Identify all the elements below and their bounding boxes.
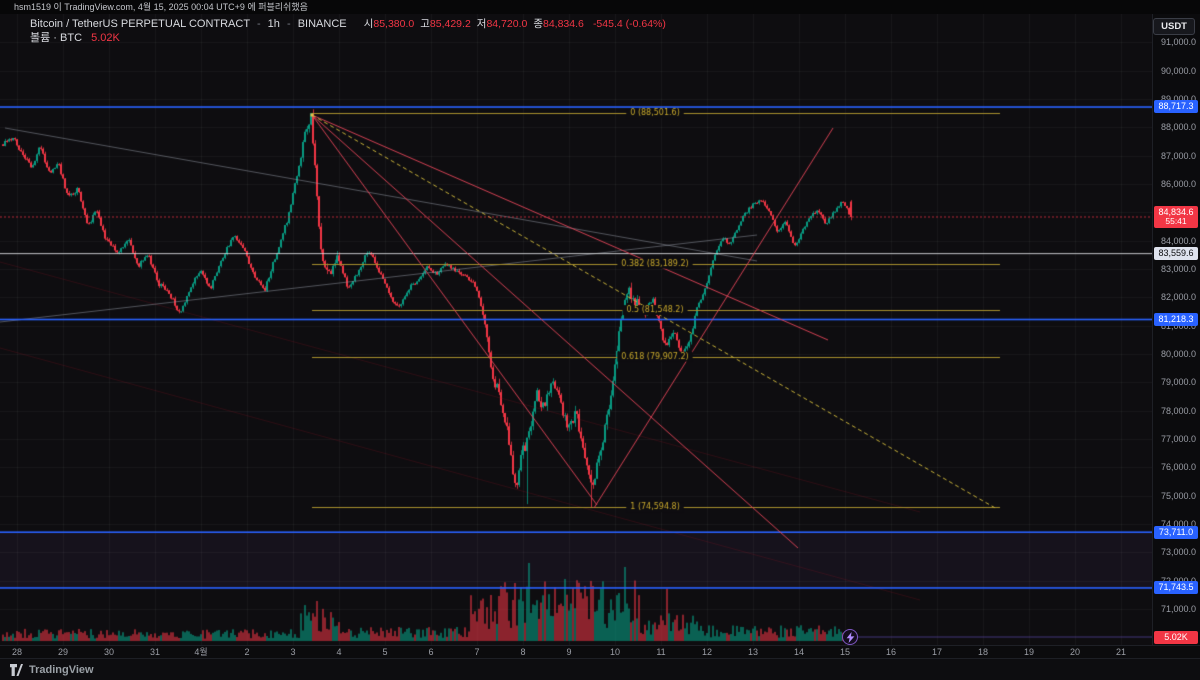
price-tick-label: 79,000.0 — [1160, 377, 1196, 388]
ohlc-label: 시 — [363, 18, 374, 30]
price-badge: 83,559.6 — [1154, 246, 1198, 260]
time-tick-label: 4월 — [194, 647, 208, 657]
symbol-title[interactable]: Bitcoin / TetherUS PERPETUAL CONTRACT — [30, 18, 250, 30]
price-tick-label: 75,000.0 — [1160, 490, 1196, 501]
time-tick-label: 30 — [103, 647, 115, 657]
ohlc-value: 85,429.2 — [429, 18, 471, 30]
price-tick-label: 91,000.0 — [1160, 37, 1196, 48]
ohlc-label: 종 — [533, 18, 543, 30]
time-tick-label: 10 — [609, 647, 621, 657]
price-badge: 84,834.6 55:41 — [1154, 205, 1198, 228]
price-tick-label: 82,000.0 — [1160, 292, 1196, 303]
time-tick-label: 19 — [1023, 647, 1035, 657]
price-tick-label: 71,000.0 — [1160, 603, 1196, 614]
time-tick-label: 6 — [428, 647, 434, 657]
price-tick-label: 88,000.0 — [1160, 122, 1196, 133]
legend-separator: - — [286, 18, 291, 30]
time-tick-label: 16 — [885, 647, 897, 657]
price-chart-canvas[interactable] — [0, 14, 1152, 645]
replay-bolt-icon[interactable] — [842, 629, 858, 645]
time-tick-label: 11 — [656, 647, 666, 657]
price-tick-label: 73,000.0 — [1160, 547, 1196, 558]
legend-separator: - — [256, 18, 261, 30]
time-tick-label: 12 — [701, 647, 713, 657]
time-axis[interactable]: 28 29 30 31 4월 2 3 4 5 6 7 8 9 10 11 12 13 14 15 16 17 18 19 20… — [0, 645, 1200, 658]
price-tick-label: 77,000.0 — [1160, 433, 1196, 444]
price-tick-label: 74,000.0 — [1160, 518, 1196, 529]
price-tick-label: 72,000.0 — [1161, 576, 1196, 586]
price-tick-label: 78,000.0 — [1160, 405, 1196, 416]
ohlc-label: 고 — [420, 18, 430, 30]
chart-area: Bitcoin / TetherUS PERPETUAL CONTRACT - … — [0, 14, 1152, 645]
time-tick-label: 9 — [566, 647, 572, 657]
interval-label[interactable]: 1h — [267, 18, 280, 30]
lightning-bolt-glyph — [846, 631, 854, 643]
price-badge: 5.02K — [1154, 630, 1198, 644]
symbol-legend: Bitcoin / TetherUS PERPETUAL CONTRACT - … — [30, 17, 666, 45]
exchange-label: BINANCE — [297, 18, 347, 30]
price-tick-label: 80,000.0 — [1160, 348, 1196, 359]
change-value: -545.4 (-0.64%) — [592, 18, 666, 30]
ohlc-values: 시85,380.0 고85,429.2 저84,720.0 종84,834.6 — [358, 18, 584, 30]
price-badge: 73,711.0 — [1154, 525, 1198, 539]
time-tick-label: 5 — [382, 647, 388, 657]
price-badge: 81,218.3 — [1154, 312, 1198, 326]
price-tick-label: 89,000.0 — [1160, 93, 1196, 104]
price-tick-label: 84,000.0 — [1160, 235, 1196, 246]
time-tick-label: 28 — [11, 647, 23, 657]
price-tick-label: 76,000.0 — [1160, 462, 1196, 473]
time-tick-label: 31 — [149, 647, 161, 657]
ohlc-value: 85,380.0 — [373, 18, 415, 30]
time-tick-label: 8 — [520, 647, 526, 657]
time-tick-label: 4 — [336, 647, 342, 657]
ohlc-value: 84,720.0 — [486, 18, 528, 30]
publish-info-text: hsm1519 이 TradingView.com, 4월 15, 2025 0… — [14, 2, 308, 12]
tradingview-brand[interactable]: TradingView — [29, 663, 94, 676]
time-tick-label: 20 — [1069, 647, 1081, 657]
time-tick-label: 13 — [747, 647, 759, 657]
volume-label[interactable]: 볼륨 · BTC — [30, 32, 83, 44]
countdown-timer: 55:41 — [1165, 215, 1187, 226]
price-tick-label: 90,000.0 — [1160, 65, 1196, 76]
publish-info-bar: hsm1519 이 TradingView.com, 4월 15, 2025 0… — [0, 0, 1200, 14]
time-tick-label: 14 — [793, 647, 805, 657]
tradingview-logo-icon[interactable] — [10, 663, 23, 676]
time-tick-label: 2 — [244, 647, 250, 657]
time-tick-label: 18 — [977, 647, 989, 657]
time-tick-label: 15 — [839, 647, 851, 657]
footer-bar: TradingView — [0, 658, 1200, 680]
ohlc-label: 저 — [476, 18, 487, 30]
time-tick-label: 7 — [474, 647, 480, 657]
price-tick-label: 83,000.0 — [1160, 263, 1196, 274]
volume-value: 5.02K — [91, 32, 120, 44]
price-tick-label: 86,000.0 — [1160, 178, 1196, 189]
price-badge: 88,717.3 — [1154, 100, 1198, 114]
time-tick-label: 3 — [290, 647, 296, 657]
legend-row-symbol: Bitcoin / TetherUS PERPETUAL CONTRACT - … — [30, 17, 666, 31]
price-tick-label: 87,000.0 — [1160, 150, 1196, 161]
legend-row-volume: 볼륨 · BTC 5.02K — [30, 31, 666, 45]
time-tick-label: 17 — [931, 647, 943, 657]
currency-toggle-button[interactable]: USDT — [1153, 18, 1195, 35]
price-badge: 71,743.5 — [1154, 581, 1198, 595]
price-axis[interactable]: USDT 91,000.0 90,000.0 89,000.0 88,000.0 87,… — [1152, 14, 1200, 645]
ohlc-value: 84,834.6 — [543, 18, 584, 30]
time-tick-label: 29 — [57, 647, 69, 657]
time-tick-label: 21 — [1115, 647, 1127, 657]
